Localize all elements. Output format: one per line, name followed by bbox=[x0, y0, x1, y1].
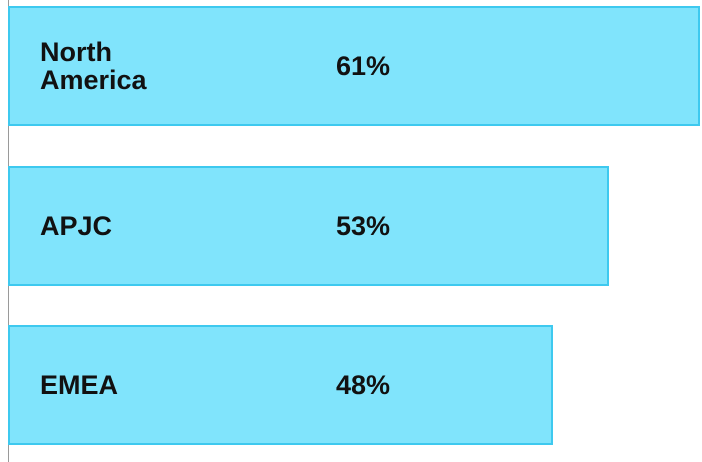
bar bbox=[8, 325, 553, 445]
value-label: 53% bbox=[335, 210, 390, 241]
category-label: EMEA bbox=[40, 370, 119, 400]
category-label: North America bbox=[40, 37, 147, 95]
value-label: 61% bbox=[335, 51, 390, 81]
category-label: APJC bbox=[40, 210, 113, 241]
bar bbox=[8, 6, 700, 126]
value-label: 48% bbox=[335, 370, 390, 400]
bar bbox=[8, 165, 610, 286]
